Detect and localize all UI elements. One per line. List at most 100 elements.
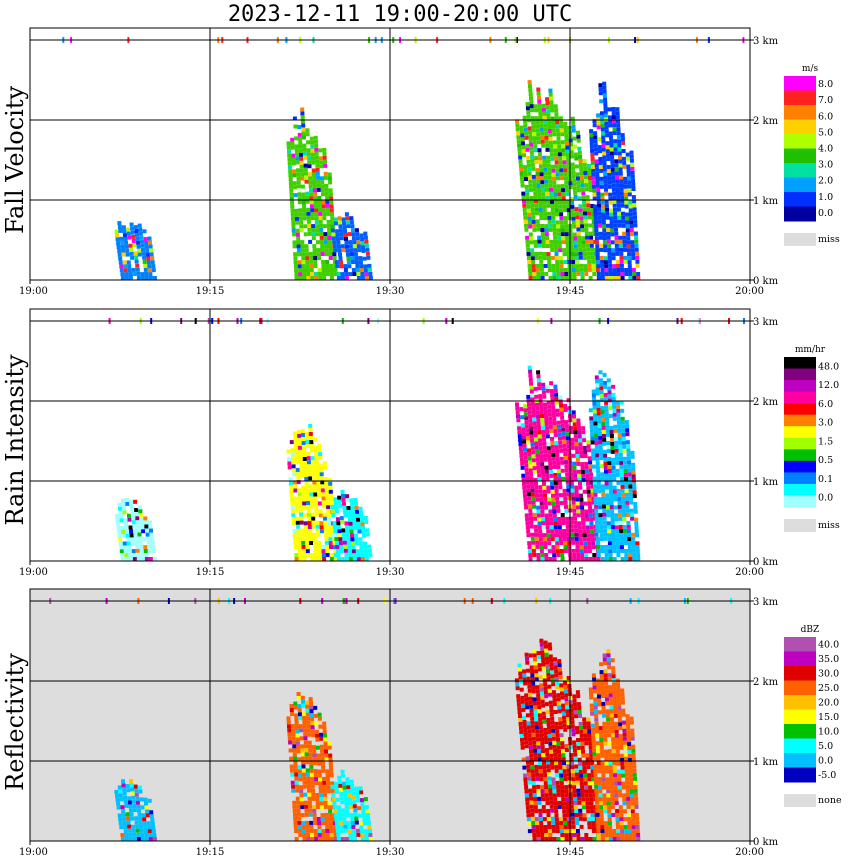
echo-pixel [552, 785, 557, 790]
echo-pixel [120, 557, 125, 561]
echo-pixel [540, 276, 545, 280]
echo-pixel [618, 159, 623, 164]
echo-pixel [603, 183, 608, 188]
echo-pixel [117, 502, 122, 507]
echo-pixel [529, 146, 534, 151]
echo-pixel [523, 211, 527, 216]
echo-pixel [627, 192, 632, 197]
echo-pixel [351, 514, 356, 518]
echo-pixel [575, 780, 580, 785]
echo-pixel [543, 406, 548, 411]
echo-pixel [627, 533, 632, 537]
echo-pixel [594, 508, 599, 513]
echo-pixel [570, 724, 575, 729]
echo-pixel [612, 545, 616, 549]
echo-pixel [310, 500, 314, 505]
echo-pixel [315, 465, 320, 470]
echo-pixel [298, 508, 303, 513]
echo-pixel [622, 440, 626, 445]
echo-pixel [574, 817, 579, 821]
echo-pixel [310, 212, 315, 217]
echo-pixel [541, 192, 546, 197]
echo-pixel [606, 721, 611, 726]
echo-pixel [150, 256, 155, 261]
echo-pixel [550, 670, 555, 675]
echo-pixel [532, 466, 537, 471]
echo-pixel [551, 124, 556, 129]
echo-pixel [294, 776, 299, 781]
echo-pixel [612, 272, 617, 276]
echo-pixel [318, 219, 323, 224]
echo-pixel [607, 255, 612, 260]
echo-pixel [522, 207, 527, 212]
echo-pixel [514, 678, 519, 683]
echo-pixel [353, 248, 358, 253]
echo-pixel [322, 504, 327, 509]
echo-pixel [538, 529, 543, 534]
echo-pixel [549, 517, 554, 522]
echo-pixel [536, 788, 541, 793]
echo-pixel [313, 500, 318, 505]
echo-pixel [578, 816, 583, 821]
echo-pixel [548, 462, 553, 466]
echo-pixel [542, 537, 547, 542]
echo-pixel [538, 721, 543, 726]
echo-pixel [616, 268, 621, 272]
echo-pixel [515, 406, 520, 411]
echo-pixel [607, 259, 612, 264]
echo-pixel [532, 136, 537, 141]
echo-pixel [541, 477, 546, 482]
echo-pixel [592, 553, 597, 557]
echo-pixel [311, 520, 316, 525]
echo-pixel [616, 837, 621, 841]
colorbar-label: 12.0 [818, 380, 839, 391]
echo-pixel [552, 132, 557, 137]
echo-pixel [300, 172, 305, 177]
echo-pixel [302, 212, 307, 217]
echo-pixel [565, 520, 570, 525]
echo-pixel [585, 757, 590, 762]
echo-pixel [311, 160, 316, 165]
echo-pixel [527, 776, 532, 781]
echo-pixel [132, 272, 137, 276]
echo-pixel [326, 789, 331, 794]
echo-pixel [619, 545, 624, 549]
echo-pixel [585, 477, 590, 482]
echo-pixel [311, 792, 316, 797]
echo-pixel [628, 765, 633, 770]
echo-pixel [529, 236, 534, 241]
echo-pixel [288, 477, 293, 482]
echo-pixel [613, 505, 618, 510]
echo-pixel [566, 252, 571, 256]
echo-pixel [605, 432, 610, 437]
echo-pixel [542, 252, 547, 256]
echo-pixel [297, 437, 302, 442]
echo-pixel [601, 701, 606, 706]
echo-pixel [363, 516, 368, 520]
echo-pixel [535, 410, 540, 415]
echo-pixel [568, 792, 573, 797]
echo-pixel [634, 247, 639, 252]
echo-pixel [542, 204, 547, 209]
echo-pixel [594, 375, 599, 380]
echo-pixel [618, 734, 623, 738]
echo-pixel [593, 488, 598, 493]
echo-pixel [605, 501, 610, 506]
echo-pixel [584, 187, 589, 192]
echo-pixel [608, 757, 613, 762]
echo-pixel [339, 260, 343, 265]
echo-pixel [540, 509, 545, 514]
echo-pixel [564, 276, 569, 280]
colorbar-swatch [784, 426, 816, 439]
echo-pixel [118, 817, 123, 822]
echo-pixel [518, 438, 523, 442]
echo-pixel [612, 549, 617, 553]
echo-pixel [294, 447, 299, 452]
echo-pixel [294, 208, 299, 213]
echo-pixel [570, 162, 575, 167]
echo-pixel [308, 808, 313, 813]
echo-pixel [600, 476, 605, 481]
echo-pixel [556, 508, 561, 513]
echo-pixel [361, 809, 366, 814]
echo-pixel [528, 272, 533, 276]
